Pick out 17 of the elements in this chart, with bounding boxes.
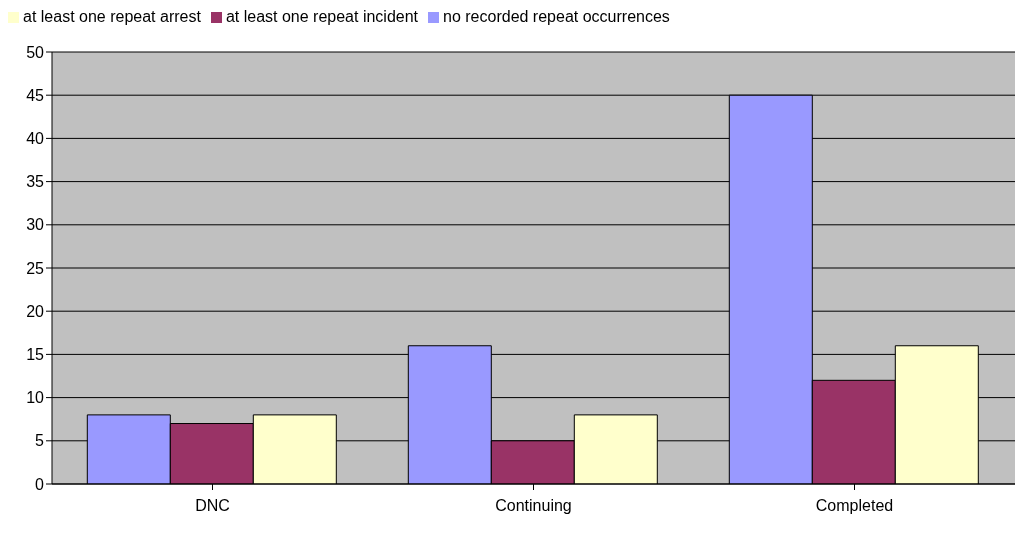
y-tick-label: 25 [26, 259, 45, 277]
y-tick-label: 10 [26, 389, 45, 407]
x-tick-label: DNC [195, 497, 230, 515]
y-tick-label: 15 [26, 346, 45, 364]
legend-label: at least one repeat incident [225, 8, 419, 25]
y-tick-label: 50 [26, 43, 45, 61]
y-tick-label: 30 [26, 216, 45, 234]
y-tick-label: 45 [26, 86, 45, 104]
legend-label: no recorded repeat occurrences [443, 8, 670, 25]
x-tick-label: Completed [815, 497, 894, 515]
legend-label: at least one repeat arrest [23, 8, 201, 25]
y-tick-label: 0 [35, 475, 45, 493]
y-tick-label: 5 [35, 432, 45, 450]
y-tick-label: 40 [26, 130, 45, 148]
y-tick-label: 20 [26, 302, 45, 320]
y-tick-label: 35 [26, 173, 45, 191]
x-tick-label: Continuing [495, 497, 572, 515]
